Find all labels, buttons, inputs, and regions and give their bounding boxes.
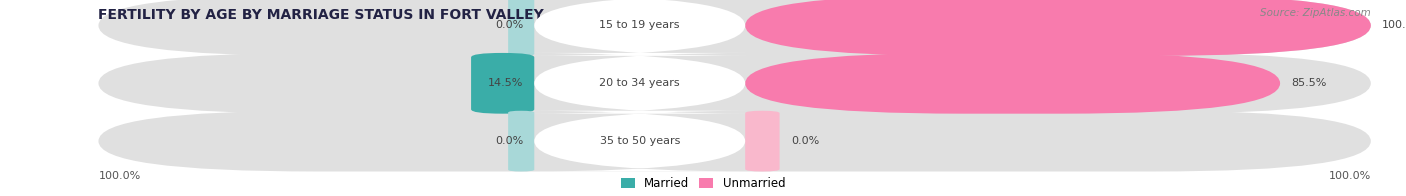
FancyBboxPatch shape — [745, 53, 1279, 114]
FancyBboxPatch shape — [527, 111, 752, 172]
FancyBboxPatch shape — [508, 111, 534, 172]
Text: Source: ZipAtlas.com: Source: ZipAtlas.com — [1260, 8, 1371, 18]
Text: 0.0%: 0.0% — [790, 136, 820, 146]
FancyBboxPatch shape — [98, 0, 1371, 56]
Text: 14.5%: 14.5% — [488, 78, 523, 88]
Text: 35 to 50 years: 35 to 50 years — [599, 136, 681, 146]
FancyBboxPatch shape — [98, 53, 1371, 114]
Text: FERTILITY BY AGE BY MARRIAGE STATUS IN FORT VALLEY: FERTILITY BY AGE BY MARRIAGE STATUS IN F… — [98, 8, 544, 22]
FancyBboxPatch shape — [527, 53, 752, 114]
FancyBboxPatch shape — [508, 0, 534, 56]
Text: 100.0%: 100.0% — [1329, 171, 1371, 181]
Text: 100.0%: 100.0% — [98, 171, 141, 181]
FancyBboxPatch shape — [745, 0, 1371, 56]
FancyBboxPatch shape — [471, 53, 534, 114]
Legend: Married, Unmarried: Married, Unmarried — [620, 177, 786, 190]
Text: 20 to 34 years: 20 to 34 years — [599, 78, 681, 88]
FancyBboxPatch shape — [98, 111, 1371, 172]
Text: 0.0%: 0.0% — [495, 20, 523, 31]
Text: 15 to 19 years: 15 to 19 years — [599, 20, 681, 31]
Text: 0.0%: 0.0% — [495, 136, 523, 146]
FancyBboxPatch shape — [745, 111, 779, 172]
FancyBboxPatch shape — [527, 0, 752, 56]
Text: 100.0%: 100.0% — [1382, 20, 1406, 31]
Text: 85.5%: 85.5% — [1291, 78, 1327, 88]
